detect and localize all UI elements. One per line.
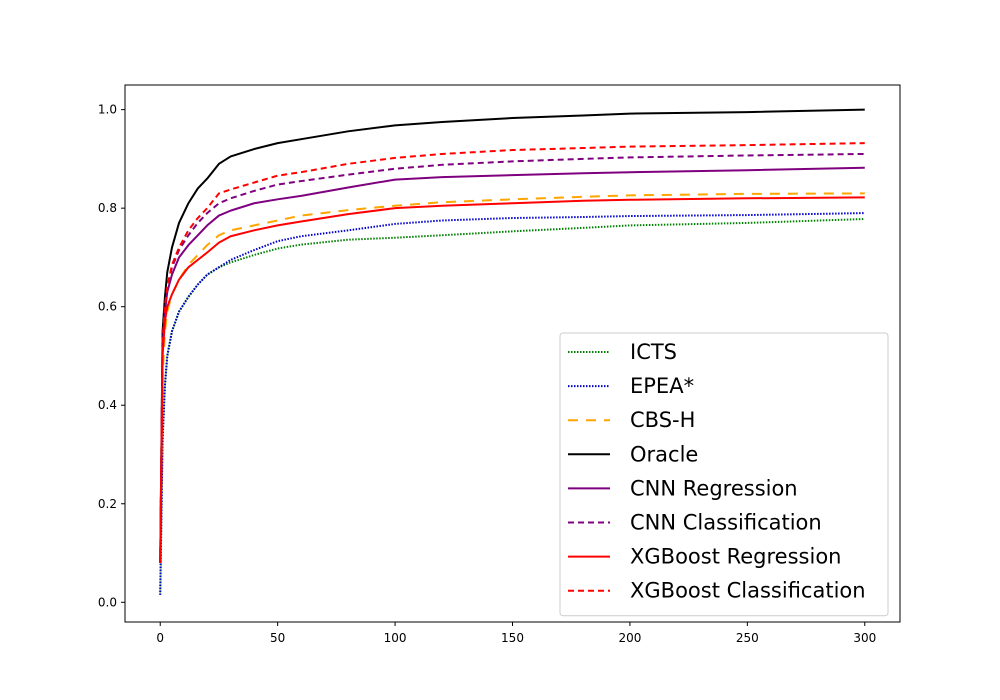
legend-box (559, 332, 889, 617)
axes: 0 50 100 150 200 250 300 0.0 0.2 0.4 0.6 0.8 1.0 (98, 84, 901, 645)
x-tick-label: 150 (501, 631, 524, 645)
legend-label-5: CNN Classification (630, 511, 822, 535)
x-tick-label: 300 (853, 631, 876, 645)
legend-label-2: CBS-H (630, 408, 695, 432)
y-tick-label: 0.8 (98, 201, 117, 215)
legend-label-0: ICTS (630, 340, 677, 364)
series-lines (159, 108, 865, 595)
legend-label-4: CNN Regression (630, 476, 798, 500)
legend: ICTS EPEA* CBS-H Oracle CNN Regression CNN Cl… (559, 332, 889, 617)
series-line-1 (159, 212, 865, 595)
legend-label-7: XGBoost Classification (630, 579, 866, 603)
legend-label-6: XGBoost Regression (630, 545, 841, 569)
series-line-3 (159, 108, 865, 563)
y-tick-label: 0.2 (98, 497, 117, 511)
x-tick-label: 0 (156, 631, 164, 645)
series-line-6 (159, 196, 865, 563)
series-line-4 (159, 166, 865, 563)
legend-label-3: Oracle (630, 442, 698, 466)
legend-label-1: EPEA* (630, 374, 694, 398)
x-tick-label: 250 (736, 631, 759, 645)
series-line-5 (159, 152, 865, 563)
y-tick-label: 0.0 (98, 595, 117, 609)
x-tick-label: 50 (270, 631, 285, 645)
y-tick-label: 1.0 (98, 103, 117, 117)
y-tick-label: 0.6 (98, 300, 117, 314)
series-line-0 (159, 218, 865, 593)
x-tick-label: 100 (384, 631, 407, 645)
y-tick-label: 0.4 (98, 398, 117, 412)
x-tick-label: 200 (618, 631, 641, 645)
